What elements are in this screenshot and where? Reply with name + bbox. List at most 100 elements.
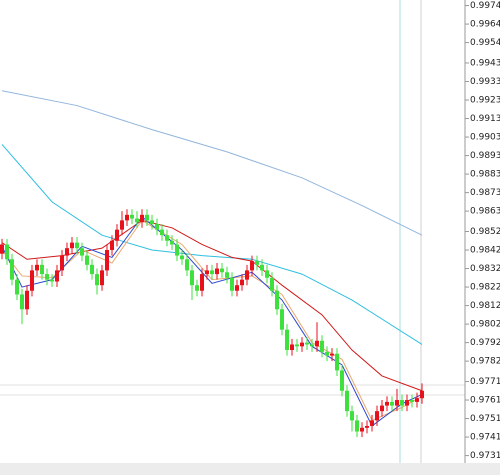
candle-body [280, 309, 284, 330]
candle-body [55, 270, 59, 282]
y-tick-label: 0.9943 [470, 58, 500, 68]
candle-body [305, 342, 309, 345]
candle-body [335, 353, 339, 371]
candle-body [350, 411, 354, 421]
candle-body [295, 344, 299, 347]
candle-body [415, 398, 419, 402]
y-tick-label: 0.9751 [470, 414, 500, 424]
candle-body [120, 220, 124, 230]
y-tick-label: 0.9822 [470, 283, 500, 293]
y-tick-label: 0.9832 [470, 264, 500, 274]
y-tick-label: 0.9883 [470, 170, 500, 180]
candle-body [60, 255, 64, 271]
plot-area [0, 0, 465, 463]
y-tick-label: 0.9863 [470, 207, 500, 217]
candle-body [170, 240, 174, 245]
y-tick-label: 0.9842 [470, 246, 500, 256]
candle-body [70, 242, 74, 249]
y-tick-label: 0.9852 [470, 227, 500, 237]
candle-body [315, 340, 319, 347]
time-strip [0, 463, 500, 475]
candle-body [190, 270, 194, 286]
candle-body [115, 229, 119, 241]
candle-body [155, 224, 159, 230]
candle-body [0, 244, 4, 254]
y-tick-label: 0.9802 [470, 320, 500, 330]
candle-body [80, 248, 84, 256]
candle-body [85, 255, 89, 265]
candle-body [135, 218, 139, 223]
candle-body [320, 340, 324, 352]
candle-body [175, 244, 179, 256]
candle-body [330, 353, 334, 356]
candle-body [220, 268, 224, 273]
y-tick-label: 0.9974 [470, 1, 500, 11]
y-tick-label: 0.9933 [470, 77, 500, 87]
candle-body [325, 351, 329, 356]
candle-body [380, 405, 384, 412]
y-tick-label: 0.9893 [470, 151, 500, 161]
candle-body [125, 214, 129, 221]
candle-body [390, 401, 394, 406]
y-tick-label: 0.9954 [470, 38, 500, 48]
candle-body [370, 420, 374, 426]
candle-body [25, 290, 29, 310]
candle-body [385, 401, 389, 406]
y-tick-label: 0.9761 [470, 396, 500, 406]
candle-body [165, 235, 169, 241]
candle-body [340, 370, 344, 391]
candle-body [225, 272, 229, 278]
candle-body [375, 411, 379, 421]
candle-body [50, 279, 54, 282]
candle-body [75, 242, 79, 249]
y-tick-label: 0.9903 [470, 133, 500, 143]
candle-body [185, 259, 189, 271]
candle-body [15, 279, 19, 295]
candle-body [345, 390, 349, 412]
candle-body [405, 400, 409, 406]
candle-body [255, 261, 259, 265]
candle-body [365, 425, 369, 428]
candle-body [145, 214, 149, 221]
candle-body [215, 268, 219, 275]
moving-average [1, 90, 423, 236]
candle-body [285, 329, 289, 351]
marks [0, 90, 424, 438]
candle-body [240, 279, 244, 286]
candle-body [400, 400, 404, 406]
moving-average [1, 144, 423, 345]
candle-body [180, 255, 184, 260]
y-tick-label: 0.9923 [470, 96, 500, 106]
y-tick-label: 0.9741 [470, 433, 500, 443]
candle-body [210, 270, 214, 275]
candle-body [30, 270, 34, 291]
y-tick-label: 0.9792 [470, 338, 500, 348]
candle-body [160, 229, 164, 236]
candle-body [150, 220, 154, 225]
y-tick-label: 0.9771 [470, 377, 500, 387]
candle-body [275, 290, 279, 310]
candle-body [10, 259, 14, 280]
candle-body [35, 264, 39, 271]
candle-body [230, 277, 234, 291]
y-tick-label: 0.9812 [470, 301, 500, 311]
y-tick-label: 0.9964 [470, 20, 500, 30]
candle-body [410, 400, 414, 402]
candle-body [235, 285, 239, 291]
candle-body [130, 214, 134, 219]
candle-body [20, 294, 24, 310]
y-tick-label: 0.9873 [470, 188, 500, 198]
y-tick-label: 0.9782 [470, 357, 500, 367]
candle-body [250, 261, 254, 271]
candle-body [270, 277, 274, 291]
candle-body [195, 285, 199, 291]
y-tick-label: 0.9913 [470, 114, 500, 124]
y-tick-label: 0.9731 [470, 451, 500, 461]
candle-body [395, 400, 399, 406]
candle-body [200, 274, 204, 291]
candle-body [40, 264, 44, 275]
candle-body [140, 214, 144, 223]
candle-body [420, 390, 424, 399]
candle-body [265, 270, 269, 278]
